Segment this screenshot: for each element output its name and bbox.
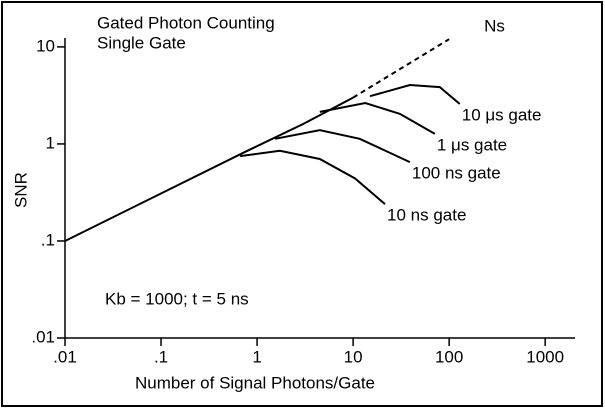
x-tick-label: .1 bbox=[154, 347, 168, 366]
series-line bbox=[369, 83, 461, 105]
x-tick-label: 1 bbox=[252, 347, 261, 366]
x-axis-label: Number of Signal Photons/Gate bbox=[135, 373, 375, 392]
series-line bbox=[352, 38, 450, 99]
y-tick-label: 10 bbox=[36, 36, 55, 55]
y-axis-label: SNR bbox=[11, 172, 30, 208]
y-tick-label: 1 bbox=[46, 133, 55, 152]
annotation: Kb = 1000; t = 5 ns bbox=[105, 289, 249, 308]
x-tick-label: .01 bbox=[53, 347, 77, 366]
curve-label: Ns bbox=[484, 17, 505, 36]
series-line bbox=[319, 101, 436, 135]
y-tick-label: .1 bbox=[41, 230, 55, 249]
curve-label: 1 μs gate bbox=[437, 135, 507, 154]
chart-subtitle: Single Gate bbox=[97, 33, 186, 52]
series-line bbox=[274, 129, 411, 164]
chart-title: Gated Photon Counting bbox=[97, 13, 275, 32]
curve-label: 100 ns gate bbox=[412, 164, 501, 183]
y-tick-label: .01 bbox=[31, 327, 55, 346]
frame bbox=[1, 1, 603, 407]
x-tick-label: 1000 bbox=[526, 347, 564, 366]
series-line bbox=[64, 96, 354, 242]
x-tick-label: 100 bbox=[435, 347, 463, 366]
curve-label: 10 μs gate bbox=[462, 105, 542, 124]
curve-label: 10 ns gate bbox=[387, 206, 466, 225]
series-line bbox=[239, 149, 386, 205]
x-tick-label: 10 bbox=[344, 347, 363, 366]
